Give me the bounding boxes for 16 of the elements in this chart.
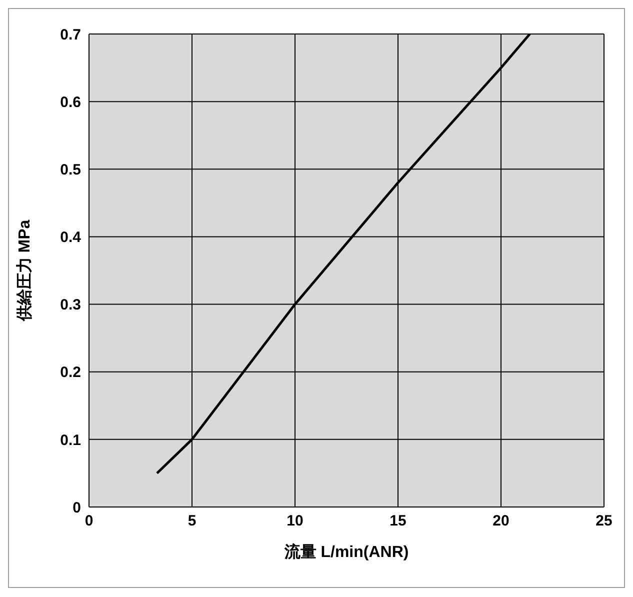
- x-tick-label: 15: [390, 512, 406, 530]
- x-axis-title: 流量 L/min(ANR): [283, 542, 409, 561]
- x-tick-label: 5: [188, 512, 196, 530]
- y-tick-label: 0.1: [60, 432, 81, 449]
- x-tick-label: 20: [492, 512, 510, 530]
- y-tick-label: 0: [72, 499, 81, 516]
- x-tick-label: 10: [286, 512, 304, 530]
- y-tick-label: 0.6: [60, 94, 81, 111]
- y-tick-label: 0.5: [60, 161, 81, 178]
- x-tick-label: 25: [596, 512, 612, 530]
- x-tick-label: 0: [84, 512, 94, 530]
- y-tick-label: 0.7: [60, 26, 81, 44]
- y-tick-label: 0.3: [60, 296, 81, 314]
- y-tick-label: 0.2: [60, 364, 81, 382]
- y-tick-label: 0.4: [60, 229, 82, 246]
- y-axis-title: 供給圧力 MPa: [16, 220, 34, 322]
